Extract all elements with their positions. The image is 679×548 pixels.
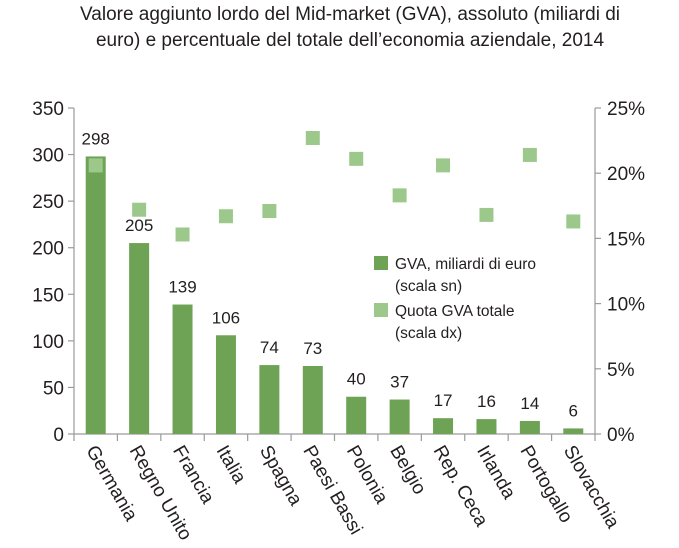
chart-title-line-1: Valore aggiunto lordo del Mid-market (GV… (80, 4, 620, 25)
bar (259, 365, 280, 434)
left-tick-label: 200 (32, 239, 64, 260)
bar (519, 420, 540, 434)
bar (129, 243, 150, 434)
share-marker (305, 130, 320, 145)
left-tick-label: 0 (53, 425, 64, 446)
chart-axes: 0 50 100 150 200 250 300 350 0% 5% 10% 15% 20% 25% (32, 99, 645, 446)
left-tick-label: 300 (32, 146, 64, 167)
legend-note-gva: (scala sn) (395, 278, 462, 295)
share-markers (88, 130, 581, 242)
bar (85, 156, 106, 435)
right-tick-label: 25% (607, 99, 645, 120)
bar (302, 366, 323, 434)
right-tick-label: 10% (607, 295, 645, 316)
share-marker (392, 188, 407, 203)
legend-label-gva: GVA, miliardi di euro (395, 256, 536, 273)
legend-swatch-gva (374, 256, 388, 270)
data-label: 6 (569, 401, 578, 420)
left-tick-label: 250 (32, 192, 64, 213)
share-marker (218, 209, 233, 224)
data-labels: 298 205 139 106 74 73 40 37 17 16 14 6 (82, 129, 579, 420)
share-marker (436, 158, 451, 173)
legend-swatch-share (374, 303, 388, 317)
data-label: 40 (347, 370, 366, 389)
share-marker (479, 207, 494, 222)
chart-title-line-2: euro) e percentuale del totale dell’econ… (95, 30, 605, 51)
data-label: 298 (82, 129, 110, 148)
legend-label-share: Quota GVA totale (395, 303, 514, 320)
data-label: 17 (434, 391, 453, 410)
bar (563, 428, 584, 434)
share-marker (349, 151, 364, 166)
left-tick-label: 100 (32, 332, 64, 353)
share-marker (132, 202, 147, 217)
category-label: Irlanda (472, 442, 519, 503)
data-label: 205 (125, 216, 153, 235)
data-label: 106 (212, 308, 240, 327)
left-tick-label: 50 (43, 378, 64, 399)
right-tick-label: 0% (607, 425, 635, 446)
share-marker (262, 204, 277, 219)
share-marker (566, 214, 581, 229)
legend-note-share: (scala dx) (395, 325, 462, 342)
category-label: Belgio (385, 442, 430, 498)
bar (389, 399, 410, 434)
share-marker (175, 227, 190, 242)
bar (346, 396, 367, 434)
bar (215, 335, 236, 434)
left-tick-label: 350 (32, 99, 64, 120)
bar (172, 304, 193, 434)
bar-series (85, 156, 584, 435)
bar (433, 418, 454, 434)
right-tick-label: 15% (607, 229, 645, 250)
data-label: 74 (260, 338, 279, 357)
category-label: Italia (212, 442, 250, 488)
data-label: 14 (520, 394, 539, 413)
share-marker (88, 158, 103, 173)
chart-legend: GVA, miliardi di euro (scala sn) Quota G… (374, 256, 536, 342)
share-marker (522, 147, 537, 162)
bar (476, 419, 497, 434)
left-tick-label: 150 (32, 285, 64, 306)
data-label: 139 (168, 278, 196, 297)
right-tick-label: 5% (607, 360, 635, 381)
data-label: 16 (477, 392, 496, 411)
data-label: 73 (303, 339, 322, 358)
right-tick-label: 20% (607, 164, 645, 185)
data-label: 37 (390, 373, 409, 392)
chart-title: Valore aggiunto lordo del Mid-market (GV… (40, 2, 660, 54)
